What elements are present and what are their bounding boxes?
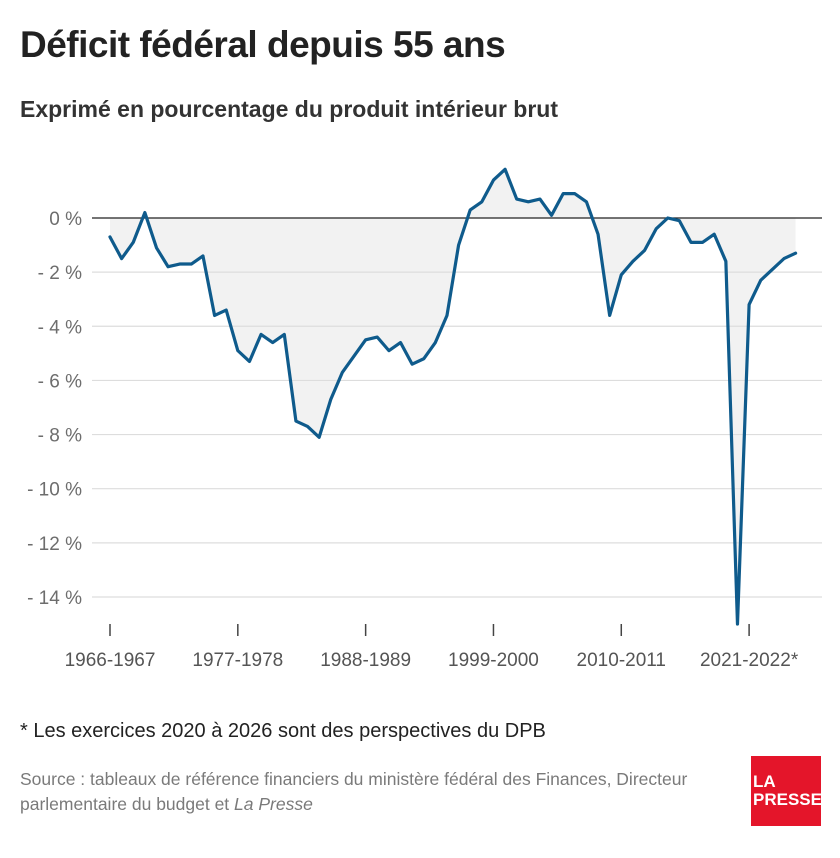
data-point (503, 168, 506, 171)
data-point (422, 357, 425, 360)
data-point (550, 214, 553, 217)
data-point (108, 235, 111, 238)
data-point (213, 314, 216, 317)
data-point (457, 243, 460, 246)
y-tick-label: - 8 % (38, 426, 82, 447)
data-point (620, 273, 623, 276)
data-point (399, 341, 402, 344)
logo-line-1: LA (753, 772, 776, 791)
chart-title: Déficit fédéral depuis 55 ans (20, 24, 506, 65)
data-point (492, 179, 495, 182)
y-tick-label: 0 % (49, 209, 82, 230)
data-point (178, 262, 181, 265)
data-point (190, 262, 193, 265)
data-point (759, 279, 762, 282)
chart-subtitle: Exprimé en pourcentage du produit intéri… (20, 96, 558, 122)
data-point (573, 192, 576, 195)
data-point (132, 241, 135, 244)
data-point (701, 241, 704, 244)
data-point (666, 216, 669, 219)
y-tick-label: - 6 % (38, 371, 82, 392)
data-point (538, 197, 541, 200)
data-point (480, 200, 483, 203)
y-tick-label: - 4 % (38, 317, 82, 338)
data-point (445, 314, 448, 317)
data-point (643, 249, 646, 252)
deficit-line (108, 167, 798, 626)
footnote: * Les exercices 2020 à 2026 sont des per… (20, 720, 546, 742)
data-point (782, 257, 785, 260)
data-point (283, 333, 286, 336)
data-point (562, 192, 565, 195)
data-point (608, 314, 611, 317)
data-point (527, 200, 530, 203)
y-tick-label: - 14 % (27, 588, 82, 609)
data-point (120, 257, 123, 260)
data-point (794, 252, 797, 255)
data-point (631, 260, 634, 263)
data-point (724, 260, 727, 263)
data-point (236, 349, 239, 352)
data-point (259, 333, 262, 336)
data-point (411, 363, 414, 366)
data-point (678, 219, 681, 222)
x-tick-label: 1999-2000 (448, 650, 539, 671)
data-point (736, 622, 739, 625)
x-tick-label: 1966-1967 (65, 650, 156, 671)
data-point (155, 246, 158, 249)
data-point (341, 371, 344, 374)
data-point (376, 336, 379, 339)
data-point (201, 254, 204, 257)
source-text: Source : tableaux de référence financier… (20, 769, 688, 814)
logo-line-2: PRESSE (753, 790, 822, 809)
data-point (329, 398, 332, 401)
data-point (352, 354, 355, 357)
data-point (271, 341, 274, 344)
data-point (225, 308, 228, 311)
data-point (713, 233, 716, 236)
data-point (655, 227, 658, 230)
y-tick-label: - 12 % (27, 534, 82, 555)
data-point (689, 241, 692, 244)
data-point (364, 338, 367, 341)
data-point (387, 349, 390, 352)
data-point (585, 200, 588, 203)
data-point (167, 265, 170, 268)
source-publication: La Presse (234, 794, 313, 814)
data-point (434, 341, 437, 344)
x-tick-label: 2010-2011 (577, 650, 666, 671)
data-point (515, 197, 518, 200)
data-point (318, 436, 321, 439)
data-point (748, 303, 751, 306)
data-point (596, 233, 599, 236)
x-tick-label: 1988-1989 (320, 650, 411, 671)
y-tick-label: - 2 % (38, 263, 82, 284)
data-point (294, 419, 297, 422)
data-point (771, 268, 774, 271)
deficit-area (110, 169, 796, 625)
x-tick-label: 1977-1978 (192, 650, 283, 671)
y-tick-label: - 10 % (27, 480, 82, 501)
la-presse-logo: LA PRESSE (751, 756, 822, 826)
data-point (143, 211, 146, 214)
x-tick-label: 2021-2022* (700, 650, 799, 671)
source-note: Source : tableaux de référence financier… (20, 767, 740, 817)
data-point (306, 425, 309, 428)
chart-svg: 0 % - 2 % - 4 % - 6 % - 8 % - 10 % - 12 % - 14 … (27, 167, 822, 671)
data-point (248, 360, 251, 363)
data-point (469, 208, 472, 211)
